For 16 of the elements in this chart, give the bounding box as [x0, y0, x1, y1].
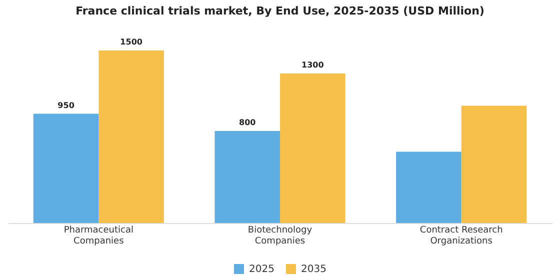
bar: [214, 131, 280, 223]
bar: [461, 106, 527, 223]
bar: [33, 114, 99, 223]
data-label: 1300: [302, 60, 324, 70]
data-label: 800: [239, 118, 256, 127]
x-tick-label: Pharmaceutical Companies: [64, 226, 134, 246]
bar: [396, 152, 462, 223]
x-tick-label: Biotechnology Companies: [248, 226, 313, 246]
bar: [98, 50, 164, 223]
chart-title: France clinical trials market, By End Use, 2025-2035 (USD Million): [76, 4, 484, 18]
bar: [280, 74, 346, 223]
x-tick-label: Contract Research Organizations: [420, 226, 503, 246]
legend-label: 2035: [301, 264, 326, 275]
data-label: 950: [58, 100, 75, 110]
data-label: 1500: [120, 38, 143, 46]
legend-label: 2025: [249, 264, 274, 275]
